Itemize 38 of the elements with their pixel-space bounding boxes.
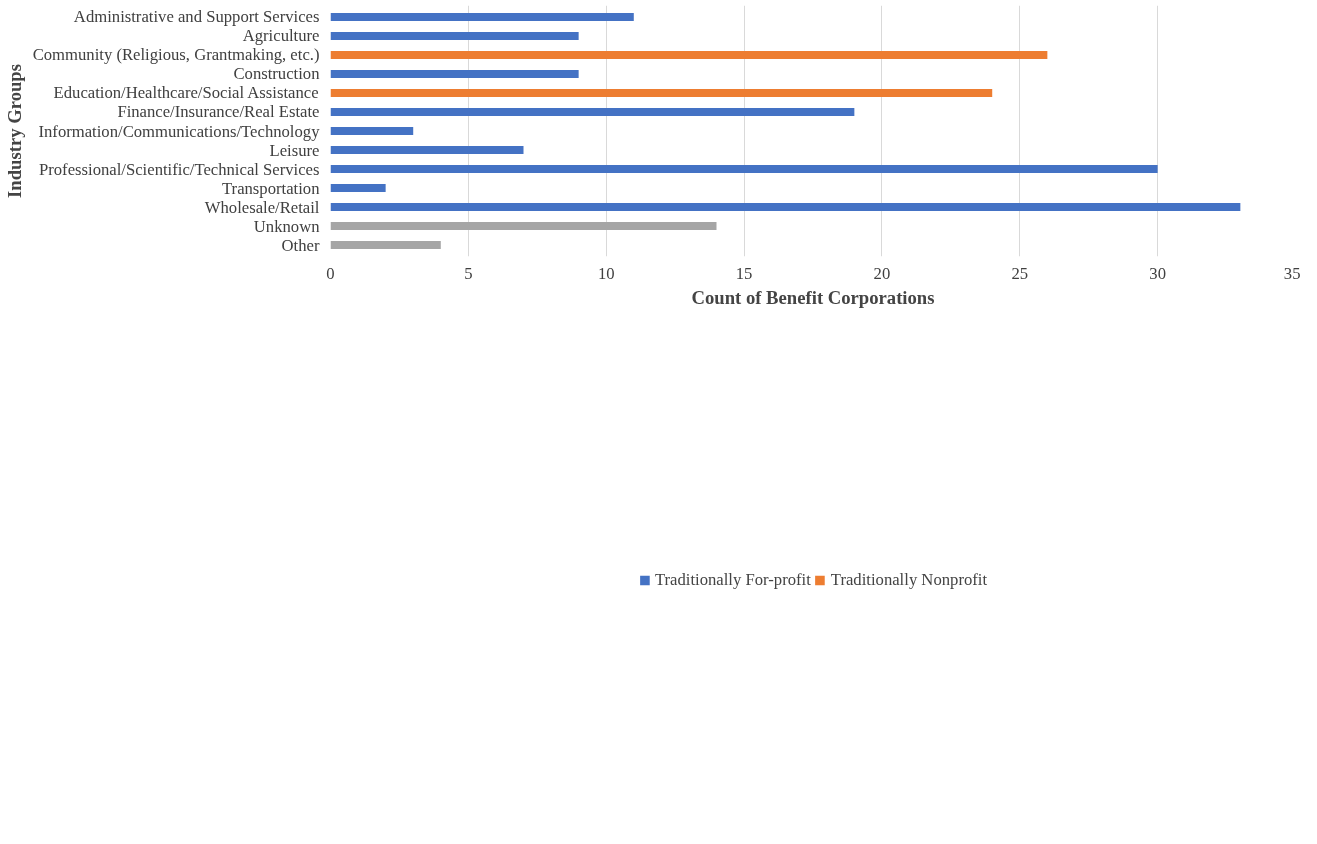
bar xyxy=(330,241,441,250)
bar xyxy=(330,184,386,193)
y-tick-label: Wholesale/Retail xyxy=(204,197,320,217)
x-tick-label: 0 xyxy=(326,263,335,283)
bar xyxy=(330,127,414,135)
y-tick-label: Unknown xyxy=(253,216,321,236)
bar xyxy=(330,165,1158,174)
x-tick-label: 20 xyxy=(873,263,891,283)
bar xyxy=(330,88,993,97)
y-tick-label: Administrative and Support Services xyxy=(73,7,320,27)
x-axis-title: Count of Benefit Corporations xyxy=(691,286,935,308)
y-tick-label: Education/Healthcare/Social Assistance xyxy=(53,83,319,103)
bar xyxy=(330,222,717,231)
bar xyxy=(330,31,579,40)
x-tick-label: 10 xyxy=(597,263,615,283)
y-tick-label: Agriculture xyxy=(242,26,320,46)
x-tick-label: 35 xyxy=(1283,263,1301,283)
bar xyxy=(330,69,579,78)
bar xyxy=(330,203,1241,212)
y-tick-label: Construction xyxy=(233,64,321,84)
x-tick-label: 5 xyxy=(464,263,473,283)
legend-label: Traditionally For-profit xyxy=(654,570,811,590)
x-tick-label: 25 xyxy=(1011,263,1029,283)
y-axis-title: Industry Groups xyxy=(3,64,25,198)
y-tick-label: Professional/Scientific/Technical Services xyxy=(38,159,320,179)
y-tick-label: Transportation xyxy=(222,178,321,198)
bar xyxy=(330,146,524,155)
y-tick-label: Community (Religious, Grantmaking, etc.) xyxy=(32,45,320,65)
x-tick-label: 30 xyxy=(1149,263,1166,283)
legend-label: Traditionally Nonprofit xyxy=(830,570,988,590)
bar xyxy=(330,50,1048,59)
y-tick-label: Information/Communications/Technology xyxy=(38,121,321,141)
y-tick-label: Other xyxy=(281,235,320,255)
y-tick-label: Leisure xyxy=(269,140,320,160)
x-tick-label: 15 xyxy=(735,263,753,283)
bar xyxy=(330,107,855,116)
y-tick-label: Finance/Insurance/Real Estate xyxy=(117,102,320,122)
bar xyxy=(330,12,634,21)
